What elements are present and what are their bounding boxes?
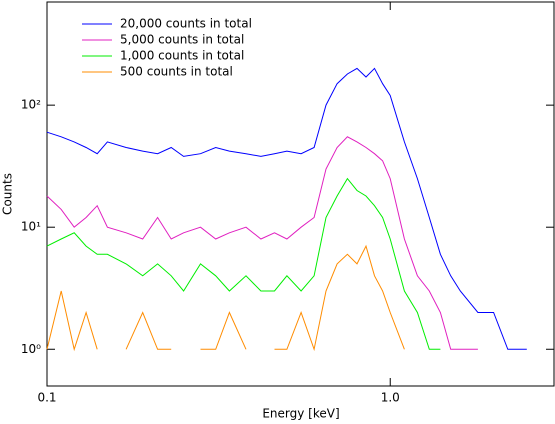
series-line <box>46 67 527 350</box>
y-axis-label: Counts <box>1 173 15 215</box>
y-tick-label: 10¹ <box>21 220 41 234</box>
y-tick-label: 10² <box>21 98 41 112</box>
x-tick-label: 1.0 <box>381 391 400 405</box>
legend-label: 20,000 counts in total <box>120 17 252 31</box>
series-line <box>47 137 508 349</box>
plot-frame <box>46 1 555 387</box>
legend-label: 1,000 counts in total <box>120 49 244 63</box>
y-tick-label: 10⁰ <box>21 342 41 356</box>
series-line <box>47 246 429 349</box>
x-tick-label: 0.1 <box>37 391 56 405</box>
legend-label: 500 counts in total <box>120 65 233 79</box>
legend-label: 5,000 counts in total <box>120 33 244 47</box>
series-line <box>47 179 460 350</box>
x-axis-label: Energy [keV] <box>262 407 339 421</box>
